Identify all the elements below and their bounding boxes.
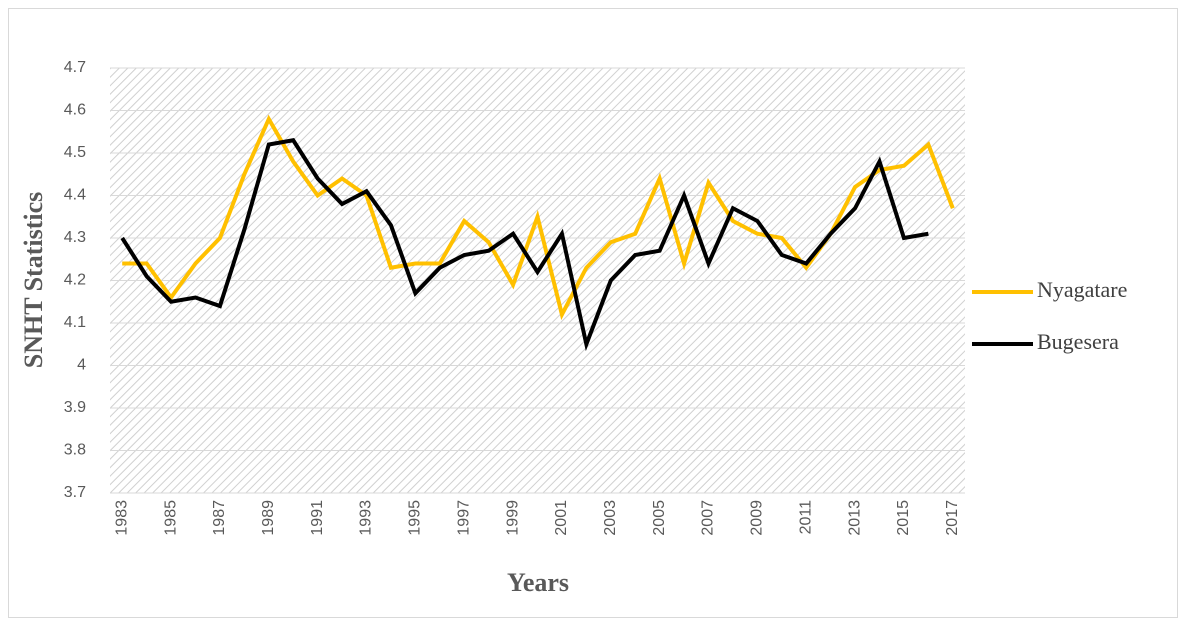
y-tick-label: 4.6 [64, 102, 86, 119]
x-tick-label: 1987 [211, 500, 228, 536]
series-line [120, 138, 929, 352]
x-tick-label: 2007 [700, 500, 717, 536]
x-tick-label: 2003 [602, 500, 619, 536]
x-tick-label: 1991 [309, 500, 326, 536]
y-tick-label: 4.3 [64, 229, 86, 246]
x-tick-label: 2015 [895, 500, 912, 536]
y-tick-label: 4.7 [64, 59, 86, 76]
x-tick-label: 1983 [113, 500, 130, 536]
x-axis-title: Years [507, 568, 569, 597]
y-tick-label: 4.1 [64, 314, 86, 331]
x-tick-label: 2011 [797, 500, 814, 535]
x-tick-label: 1997 [455, 500, 472, 536]
x-tick-label: 1999 [504, 500, 521, 536]
x-tick-label: 2005 [651, 500, 668, 536]
y-tick-label: 4 [77, 357, 86, 374]
y-tick-label: 3.7 [64, 484, 86, 501]
y-tick-label: 4.2 [64, 272, 86, 289]
y-tick-label: 3.9 [64, 399, 86, 416]
x-tick-label: 2009 [749, 500, 766, 536]
legend-label: Nyagatare [1037, 277, 1127, 302]
y-axis-title: SNHT Statistics [19, 192, 48, 369]
legend-label: Bugesera [1037, 329, 1119, 354]
x-tick-label: 2017 [944, 500, 961, 536]
x-tick-label: 2013 [846, 500, 863, 536]
y-tick-label: 3.8 [64, 442, 86, 459]
y-tick-label: 4.5 [64, 144, 86, 161]
chart-border [8, 8, 1178, 618]
x-tick-label: 1993 [358, 500, 375, 536]
x-tick-label: 2001 [553, 500, 570, 536]
x-tick-label: 1989 [260, 500, 277, 536]
x-tick-label: 1995 [407, 500, 424, 536]
x-tick-label: 1985 [162, 500, 179, 536]
y-tick-label: 4.4 [64, 187, 86, 204]
